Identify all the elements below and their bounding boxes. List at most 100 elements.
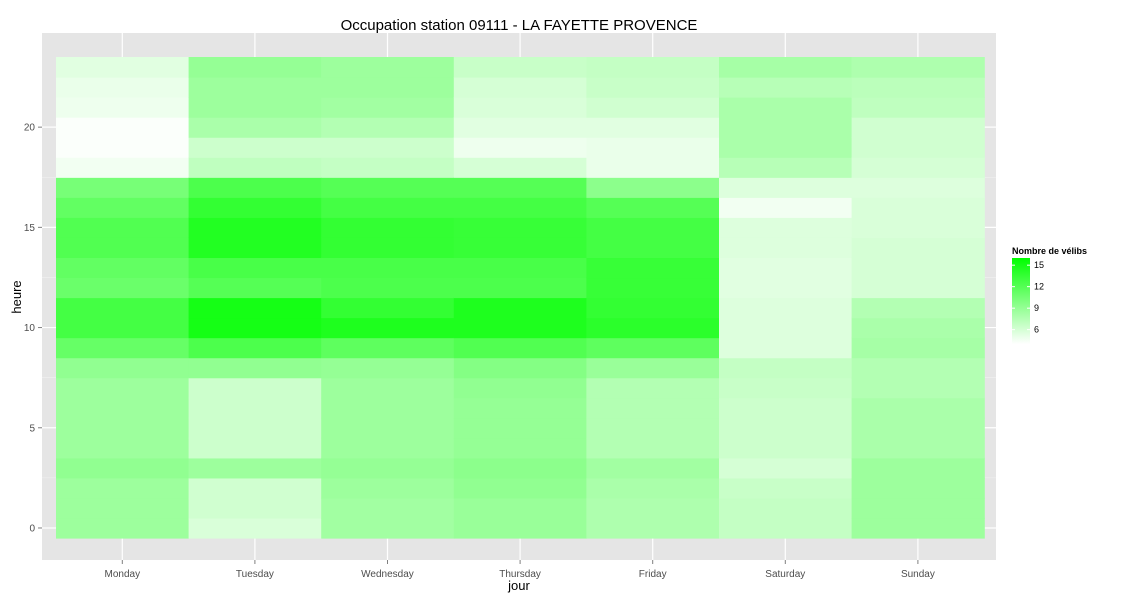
heatmap-cell [453, 177, 587, 198]
heatmap-cell [56, 77, 190, 98]
heatmap-cell [188, 197, 322, 218]
heatmap-cell [719, 497, 853, 519]
heatmap-cell [719, 277, 853, 299]
heatmap-cell [453, 497, 587, 519]
x-axis-title: jour [507, 578, 530, 593]
heatmap-cell [188, 177, 322, 198]
heatmap-cell [586, 237, 720, 259]
heatmap-cell [586, 277, 720, 299]
heatmap-cell [719, 257, 853, 279]
heatmap-cell [188, 417, 322, 439]
heatmap-cell [321, 197, 455, 218]
heatmap-cell [188, 57, 322, 78]
heatmap-cell [321, 117, 455, 138]
heatmap-cell [586, 417, 720, 439]
heatmap-cell [851, 437, 985, 459]
heatmap-cell [851, 417, 985, 439]
heatmap-cell [719, 57, 853, 78]
heatmap-cell [188, 237, 322, 259]
heatmap-cell [321, 237, 455, 259]
heatmap-cell [188, 317, 322, 339]
heatmap-cell [453, 437, 587, 459]
heatmap-cell [586, 197, 720, 218]
heatmap-cell [56, 57, 190, 78]
heatmap-cell [321, 317, 455, 339]
heatmap-cell [851, 497, 985, 519]
y-tick-label: 15 [24, 223, 36, 234]
heatmap-cell [321, 277, 455, 299]
heatmap-cell [719, 397, 853, 419]
x-axis: Monday Tuesday Wednesday Thursday Friday Satu… [105, 560, 935, 580]
heatmap-cell [453, 297, 587, 319]
heatmap-cell [56, 337, 190, 359]
legend-colorbar [1012, 258, 1030, 344]
heatmap-cell [851, 457, 985, 479]
heatmap-cell [586, 337, 720, 359]
legend-label: 6 [1034, 325, 1039, 335]
heatmap-cell [586, 457, 720, 479]
heatmap-cell [719, 77, 853, 98]
heatmap-cell [56, 517, 190, 539]
heatmap-cell [851, 237, 985, 259]
heatmap-cell [586, 137, 720, 158]
heatmap-cell [453, 237, 587, 259]
heatmap-cell [453, 457, 587, 479]
heatmap-cell [56, 437, 190, 459]
heatmap-cell [851, 137, 985, 158]
heatmap-cell [719, 457, 853, 479]
heatmap-cell [719, 217, 853, 238]
heatmap-cell [586, 497, 720, 519]
heatmap-cell [586, 317, 720, 339]
heatmap-cell [56, 97, 190, 118]
heatmap-cell [321, 377, 455, 399]
heatmap-cell [188, 517, 322, 539]
heatmap-cell [586, 477, 720, 499]
heatmap-cell [453, 117, 587, 138]
legend-ticks: 15 12 9 6 [1012, 260, 1044, 335]
heatmap-cell [719, 417, 853, 439]
heatmap-cell [719, 157, 853, 178]
heatmap-cell [321, 357, 455, 379]
y-axis: 0 5 10 15 20 [24, 123, 42, 534]
heatmap-cell [188, 217, 322, 238]
heatmap-cell [321, 337, 455, 359]
heatmap-cell [321, 517, 455, 539]
heatmap-cell [851, 217, 985, 238]
x-tick-label: Wednesday [361, 569, 414, 580]
x-tick-label: Tuesday [236, 569, 274, 580]
heatmap-cell [453, 337, 587, 359]
heatmap-cell [851, 477, 985, 499]
heatmap-cell [56, 257, 190, 279]
heatmap-cell [453, 417, 587, 439]
heatmap-cell [453, 257, 587, 279]
heatmap-cell [188, 357, 322, 379]
heatmap-cell [719, 437, 853, 459]
heatmap-cell [56, 117, 190, 138]
heatmap-cell [321, 217, 455, 238]
x-tick-label: Saturday [765, 569, 805, 580]
heatmap-cell [719, 477, 853, 499]
x-tick-label: Thursday [499, 569, 541, 580]
heatmap-cell [321, 477, 455, 499]
heatmap-cell [719, 177, 853, 198]
heatmap-cell [586, 177, 720, 198]
heatmap-cell [586, 297, 720, 319]
heatmap-cell [188, 437, 322, 459]
heatmap-cell [321, 57, 455, 78]
heatmap-cell [321, 297, 455, 319]
legend: Nombre de vélibs 15 12 9 6 [1012, 246, 1087, 344]
heatmap-cell [851, 197, 985, 218]
y-tick-label: 20 [24, 123, 36, 134]
heatmap-cell [188, 457, 322, 479]
heatmap-cell [321, 437, 455, 459]
heatmap-cell [453, 357, 587, 379]
heatmap-cell [719, 197, 853, 218]
heatmap-cell [56, 497, 190, 519]
heatmap-cell [188, 497, 322, 519]
legend-label: 9 [1034, 303, 1039, 313]
heatmap-cell [851, 397, 985, 419]
heatmap-cell [586, 517, 720, 539]
heatmap-cell [851, 77, 985, 98]
heatmap-cell [453, 97, 587, 118]
heatmap-cell [586, 217, 720, 238]
